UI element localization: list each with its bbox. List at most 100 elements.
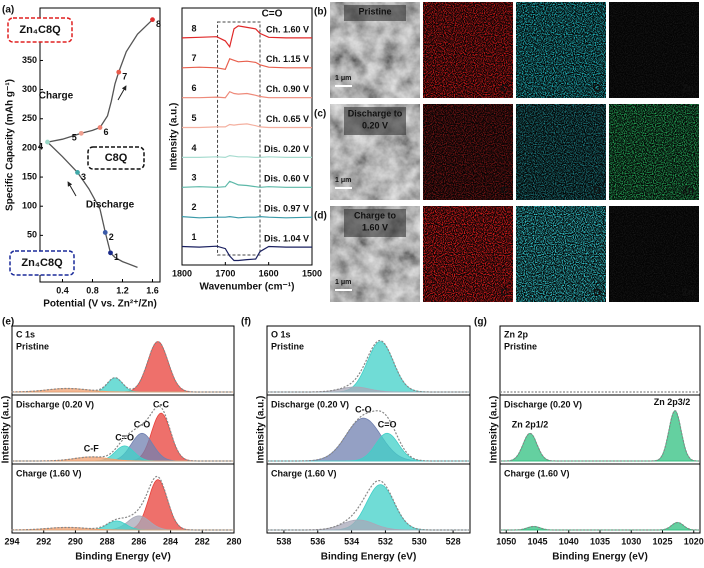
element-label: Zn [682, 186, 694, 197]
x-tick-label: 530 [412, 536, 427, 546]
state-point [116, 69, 122, 75]
spectrum-trace [181, 180, 312, 188]
panel-label: (a) [2, 5, 14, 16]
x-tick-label: 1025 [652, 536, 672, 546]
x-tick-label: 292 [36, 536, 51, 546]
panel-state: Charge (1.60 V) [504, 468, 570, 478]
x-tick-label: 1020 [684, 536, 704, 546]
annotation-box [7, 17, 73, 43]
x-tick-label: 1.2 [116, 285, 129, 295]
peak-label: C-F [84, 443, 99, 453]
element-map [516, 206, 606, 302]
annotation-box [9, 250, 75, 276]
x-tick-label: 1600 [259, 268, 279, 278]
trace-name: Ch. 0.90 V [266, 84, 309, 94]
y-axis-label: Specific Capacity (mAh g⁻¹) [5, 79, 16, 211]
panel-state: Discharge (0.20 V) [504, 399, 582, 409]
state-backdrop [344, 107, 406, 135]
sem-state: Charge to [354, 210, 397, 220]
sem-state: 0.20 V [362, 120, 388, 130]
element-map [609, 104, 699, 200]
x-tick-label: 0.4 [56, 285, 69, 295]
state-label: 1 [114, 252, 119, 262]
trace-name: Ch. 0.65 V [266, 114, 309, 124]
sem-state: Pristine [358, 6, 391, 16]
spectrum-trace [182, 123, 312, 129]
plot-frame [39, 7, 161, 283]
y-tick-label: 100 [22, 201, 37, 211]
state-label: 8 [156, 19, 161, 29]
element-map [516, 2, 606, 98]
x-axis-label: Potential (V vs. Zn²⁺/Zn) [43, 299, 157, 310]
state-label: 3 [81, 172, 86, 182]
trace-tag: 2 [191, 202, 196, 212]
y-tick-label: 350 [22, 55, 37, 65]
state-point [78, 130, 84, 136]
element-map [423, 206, 513, 302]
trace-tag: 4 [191, 143, 196, 153]
sem-state: 1.60 V [362, 222, 388, 232]
element-label: Zn [682, 288, 694, 299]
x-tick-label: 1700 [215, 268, 235, 278]
plot-frame [266, 325, 471, 534]
panel-label: (b) [314, 7, 327, 18]
x-tick-label: 1045 [527, 536, 547, 546]
x-tick-label: 536 [310, 536, 325, 546]
annotation: C8Q [105, 152, 128, 164]
plot-frame [181, 7, 313, 266]
panel-title: Zn 2p [504, 329, 529, 339]
sem-state: Discharge to [348, 108, 403, 118]
y-tick-label: 200 [22, 142, 37, 152]
state-point [102, 230, 108, 235]
panel-label: (e) [2, 317, 14, 328]
peak-label: Zn 2p3/2 [654, 397, 691, 407]
peak-label: C-O [355, 405, 372, 415]
x-tick-label: 1035 [590, 536, 610, 546]
annotation: Discharge [86, 200, 135, 211]
panel-state: Pristine [271, 341, 304, 351]
panel-label: (g) [474, 317, 487, 328]
state-point [45, 139, 50, 145]
trace-tag: 7 [191, 53, 196, 63]
x-tick-label: 284 [163, 536, 178, 546]
x-tick-label: 288 [100, 536, 115, 546]
x-tick-label: 0.8 [86, 285, 99, 295]
spectrum-trace [181, 58, 312, 70]
x-axis-label: Binding Energy (eV) [552, 552, 648, 563]
x-tick-label: 538 [276, 536, 291, 546]
trace-tag: 5 [191, 113, 196, 123]
x-tick-label: 290 [68, 536, 83, 546]
panel-label: (c) [314, 109, 326, 120]
x-tick-label: 1.6 [146, 285, 159, 295]
spectrum-trace [182, 90, 312, 99]
panel-state: Discharge (0.20 V) [271, 399, 349, 409]
spectrum-trace [181, 215, 313, 219]
peak-label: C=O [378, 420, 397, 430]
state-backdrop [344, 209, 406, 237]
x-axis-label: Binding Energy (eV) [321, 552, 417, 563]
panel-label: (f) [241, 317, 251, 328]
element-map [609, 206, 699, 302]
x-tick-label: 1040 [559, 536, 579, 546]
x-tick-label: 1050 [496, 536, 516, 546]
fit-peak [12, 445, 234, 462]
trace-name: Dis. 0.60 V [264, 174, 309, 184]
state-label: 7 [122, 72, 127, 82]
trace-tag: 1 [191, 232, 196, 242]
state-point [97, 125, 103, 130]
element-map [516, 104, 606, 200]
scale-label: 1 μm [335, 177, 351, 184]
x-tick-label: 280 [226, 536, 241, 546]
peak-label: C-C [153, 399, 169, 409]
trace-name: Dis. 1.04 V [264, 233, 309, 243]
y-axis-label: Intensity (a.u.) [256, 396, 267, 464]
element-label: O [593, 288, 601, 299]
panel-title: C 1s [16, 329, 35, 339]
trace-tag: 8 [191, 23, 196, 33]
state-label: 2 [109, 232, 114, 242]
fit-peak [267, 519, 470, 531]
x-tick-label: 528 [446, 536, 461, 546]
x-tick-label: 286 [131, 536, 146, 546]
spectrum-trace [181, 25, 312, 49]
